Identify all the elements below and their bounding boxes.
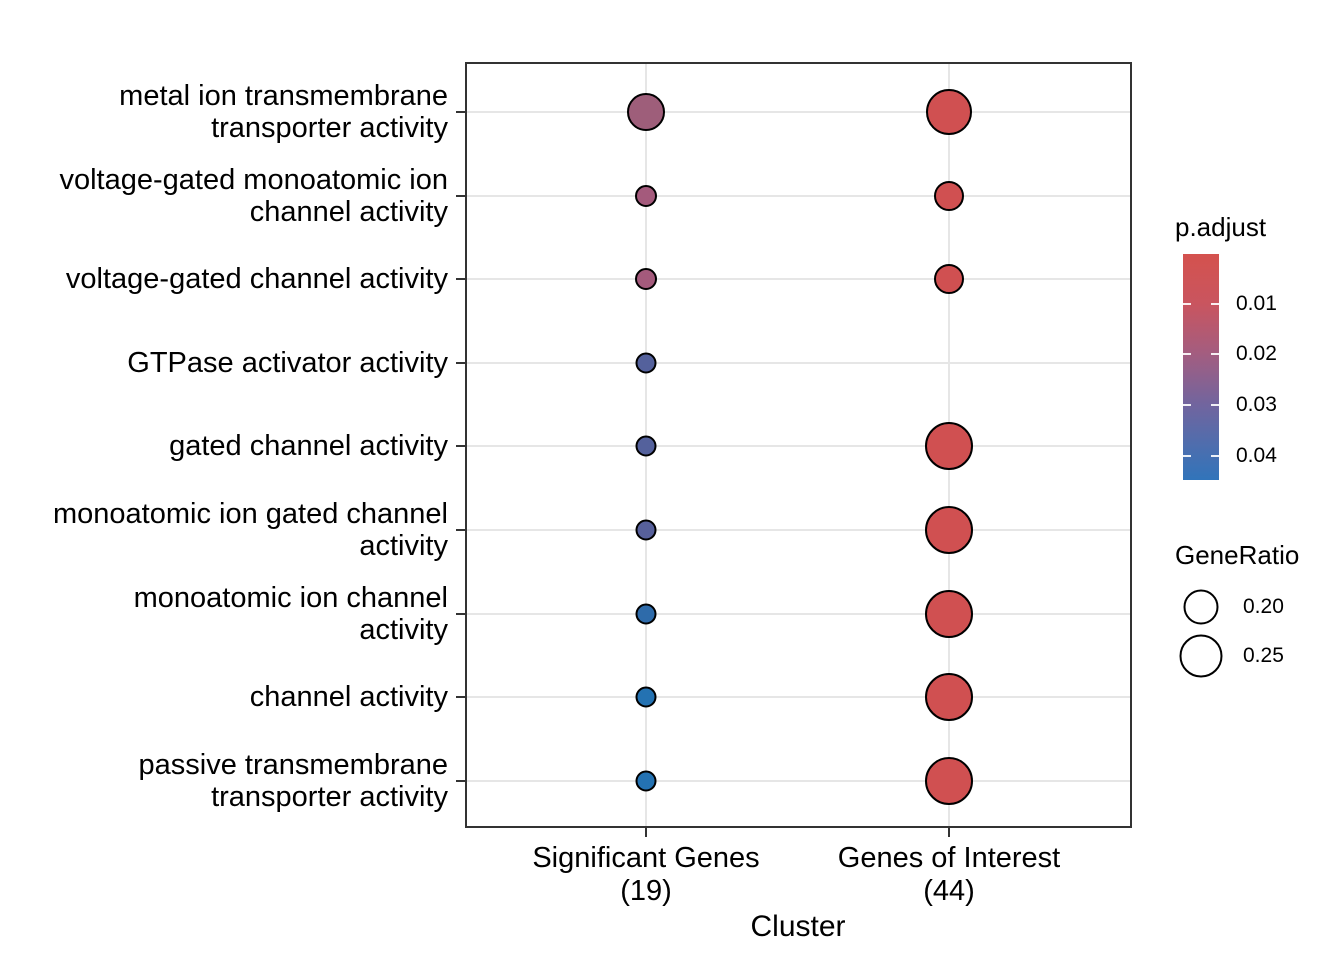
dot-point	[925, 422, 973, 471]
y-axis-tick	[456, 278, 465, 281]
dot-point	[925, 506, 973, 554]
dot-point	[635, 268, 657, 291]
colorbar-tick	[1183, 454, 1191, 457]
gridline-horizontal	[465, 612, 1132, 615]
dot-point	[934, 180, 964, 211]
colorbar-tick-label: 0.03	[1236, 393, 1277, 416]
dot-point	[926, 89, 972, 135]
dot-point	[934, 264, 964, 295]
gridline-horizontal	[465, 111, 1132, 113]
colorbar-tick-label: 0.02	[1236, 342, 1277, 366]
colorbar-tick-label: 0.01	[1236, 291, 1277, 315]
gridline-horizontal	[465, 278, 1132, 281]
y-axis-label: GTPase activator activity	[127, 346, 448, 379]
dot-point	[635, 352, 657, 374]
dot-point	[635, 184, 657, 207]
y-axis-label: voltage-gated monoatomic ion channel acti…	[59, 163, 448, 228]
colorbar	[1183, 254, 1219, 480]
y-axis-tick	[456, 779, 465, 782]
dot-point	[925, 756, 973, 805]
legend-gene-ratio-title: GeneRatio	[1175, 540, 1300, 570]
gridline-horizontal	[465, 361, 1132, 364]
y-axis-tick	[456, 696, 465, 699]
x-axis-label: Genes of Interest (44)	[837, 842, 1061, 907]
colorbar-tick	[1211, 302, 1219, 305]
dot-point	[627, 93, 665, 131]
x-axis-label: Significant Genes (19)	[532, 842, 760, 907]
y-axis-label: gated channel activity	[169, 430, 448, 463]
gene-ratio-legend-circle	[1179, 634, 1223, 678]
y-axis-tick	[456, 111, 465, 113]
dot-point	[635, 603, 657, 625]
y-axis-label: monoatomic ion channel activity	[133, 581, 448, 646]
y-axis-tick	[456, 529, 465, 531]
dot-point	[635, 519, 657, 541]
gridline-horizontal	[465, 529, 1132, 531]
y-axis-tick	[456, 445, 465, 448]
colorbar-tick	[1211, 353, 1219, 356]
gene-ratio-legend-label: 0.25	[1243, 644, 1284, 667]
y-axis-label: voltage-gated channel activity	[65, 263, 448, 296]
colorbar-tick	[1211, 454, 1219, 457]
gridline-horizontal	[465, 779, 1132, 782]
colorbar-tick	[1183, 353, 1191, 356]
gridline-horizontal	[465, 696, 1132, 699]
legend-p-adjust-title: p.adjust	[1175, 212, 1267, 242]
x-axis-title: Cluster	[750, 910, 846, 943]
colorbar-tick	[1183, 404, 1191, 406]
y-axis-label: metal ion transmembrane transporter activ…	[119, 80, 448, 144]
dot-point	[925, 589, 973, 638]
y-axis-label: channel activity	[249, 681, 448, 714]
x-axis-tick	[645, 828, 647, 837]
gridline-horizontal	[465, 445, 1132, 448]
dot-point	[635, 435, 657, 457]
dot-point	[635, 686, 657, 708]
y-axis-tick	[456, 361, 465, 364]
y-axis-tick	[456, 612, 465, 615]
y-axis-label: passive transmembrane transporter activit…	[138, 748, 448, 813]
dot-point	[635, 770, 657, 792]
gene-ratio-legend-label: 0.20	[1243, 595, 1284, 618]
y-axis-label: monoatomic ion gated channel activity	[53, 498, 448, 562]
y-axis-tick	[456, 194, 465, 197]
colorbar-tick	[1211, 404, 1219, 406]
gridline-horizontal	[465, 194, 1132, 197]
colorbar-tick-label: 0.04	[1236, 443, 1277, 467]
x-axis-tick	[948, 828, 950, 837]
colorbar-tick	[1183, 302, 1191, 305]
gene-ratio-legend-circle	[1183, 589, 1219, 625]
dot-point	[925, 673, 973, 722]
plot-panel	[465, 62, 1132, 828]
